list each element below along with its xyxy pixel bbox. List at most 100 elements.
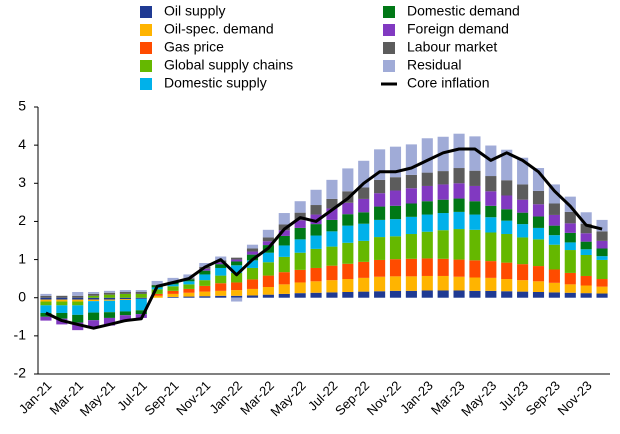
legend-label: Foreign demand (407, 21, 509, 37)
bar-segment (342, 291, 354, 298)
bar-segment (246, 244, 259, 249)
bar-segment (596, 293, 608, 298)
bar-segment (72, 295, 84, 298)
legend-label: Domestic supply (164, 75, 267, 91)
bar-segment (310, 292, 322, 298)
bar-segment (72, 291, 84, 296)
bar-segment (532, 168, 545, 191)
bar-segment (517, 291, 529, 298)
bar-segment (199, 291, 211, 297)
bar-segment (326, 179, 338, 199)
bar-segment (278, 293, 290, 298)
bar-segment (88, 320, 100, 328)
y-tick-label: 1 (18, 250, 26, 266)
bar-segment (40, 301, 52, 306)
bar-segment (564, 250, 576, 273)
bar-segment (342, 242, 354, 264)
bar-segment (469, 136, 481, 171)
bar-segment (548, 282, 560, 293)
bar-segment (88, 297, 100, 300)
bar-segment (183, 284, 195, 289)
bar-segment (183, 281, 195, 285)
bar-segment (532, 281, 545, 292)
bar-segment (358, 212, 370, 224)
bar-segment (564, 232, 576, 243)
bar-segment (215, 290, 227, 296)
bar-segment (596, 279, 608, 287)
bar-segment (326, 292, 338, 298)
bar-segment (596, 248, 608, 257)
bar-segment (405, 276, 417, 291)
bar-segment (358, 261, 370, 278)
bar-segment (548, 244, 560, 270)
bar-segment (548, 235, 560, 245)
bar-segment (215, 283, 227, 291)
x-tick-label: Jan-21 (16, 378, 55, 417)
bar-segment (72, 299, 84, 302)
bar-segment (199, 296, 211, 298)
bar-segment (294, 269, 306, 283)
bar-segment (532, 266, 545, 282)
bar-segment (548, 292, 560, 298)
bar-segment (501, 220, 513, 235)
bar-segment (167, 277, 179, 282)
bar-segment (405, 216, 417, 235)
legend-label: Domestic demand (407, 3, 520, 19)
legend-swatch (383, 60, 395, 72)
bar-segment (469, 260, 481, 278)
bar-segment (596, 259, 608, 280)
x-tick-label: Nov-21 (173, 378, 213, 418)
bar-segment (310, 267, 322, 282)
bar-segment (310, 214, 322, 225)
bar-segment (469, 170, 481, 186)
bar-segment (119, 315, 131, 321)
y-tick-label: 2 (18, 212, 26, 228)
bar-segment (151, 280, 163, 285)
bar-segment (453, 168, 465, 184)
bar-segment (405, 174, 417, 189)
y-tick-label: 4 (18, 136, 26, 152)
bar-segment (389, 177, 402, 191)
bar-segment (517, 157, 529, 185)
bar-segment (72, 297, 84, 300)
bar-segment (215, 275, 227, 284)
bar-segment (596, 231, 608, 241)
bar-segment (246, 260, 259, 268)
x-tick-label: Sep-23 (523, 378, 563, 418)
bar-segment (596, 256, 608, 260)
bar-segment (88, 293, 100, 296)
bar-segment (532, 239, 545, 267)
bar-segment (294, 227, 306, 240)
bar-segment (103, 312, 116, 318)
bar-segment (72, 305, 84, 315)
bar-segment (580, 249, 592, 255)
bar-segment (231, 257, 243, 260)
bar-segment (294, 252, 306, 270)
legend-label: Global supply chains (164, 57, 293, 73)
bar-segment (310, 224, 322, 236)
bar-segment (326, 280, 338, 293)
bar-segment (40, 293, 52, 296)
bar-segment (215, 264, 227, 268)
bar-segment (421, 201, 433, 215)
bar-segment (469, 277, 481, 291)
legend-swatch (383, 6, 395, 18)
bar-segment (278, 213, 290, 225)
bar-segment (72, 314, 84, 323)
bar-segment (501, 195, 513, 210)
bar-segment (437, 171, 449, 185)
bar-segment (294, 282, 306, 294)
bar-segment (246, 288, 259, 296)
legend-label: Oil supply (164, 3, 225, 19)
x-tick-label: Sep-22 (332, 378, 372, 418)
bar-segment (389, 276, 402, 291)
bar-segment (405, 188, 417, 204)
bar-segment (580, 254, 592, 276)
bar-segment (246, 251, 259, 255)
bar-segment (517, 199, 529, 213)
bar-segment (358, 240, 370, 262)
bar-segment (374, 259, 386, 277)
bar-segment (501, 209, 513, 221)
bar-segment (294, 293, 306, 298)
